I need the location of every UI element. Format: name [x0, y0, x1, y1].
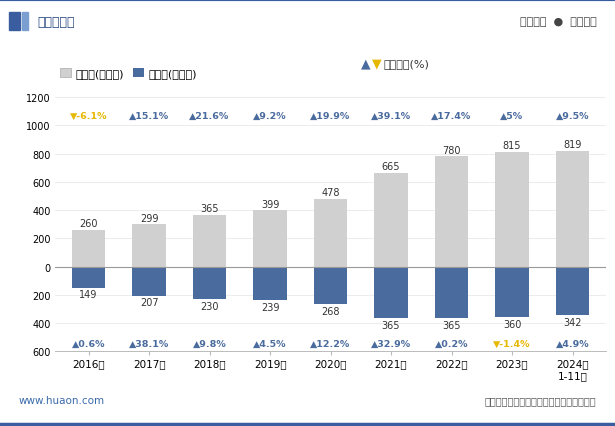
Text: 365: 365	[442, 320, 461, 330]
Text: 478: 478	[321, 188, 340, 198]
Legend: 出口额(亿美元), 进口额(亿美元): 出口额(亿美元), 进口额(亿美元)	[55, 64, 201, 83]
Bar	[72, 267, 105, 288]
Text: 299: 299	[140, 213, 158, 223]
Text: ▲0.6%: ▲0.6%	[72, 339, 105, 348]
Text: 239: 239	[261, 302, 279, 312]
Bar	[193, 216, 226, 267]
Text: 华经情报网: 华经情报网	[37, 16, 74, 29]
Bar	[72, 230, 105, 267]
Bar	[253, 267, 287, 301]
Text: 342: 342	[563, 317, 582, 327]
Text: ▲9.8%: ▲9.8%	[192, 339, 226, 348]
Text: ▲19.9%: ▲19.9%	[311, 112, 351, 121]
Text: 149: 149	[79, 290, 98, 299]
Text: 207: 207	[140, 298, 159, 308]
Text: 数据来源：中国海关，华经产业研究院整理: 数据来源：中国海关，华经产业研究院整理	[485, 395, 597, 406]
Text: ▲: ▲	[361, 57, 370, 70]
Bar	[375, 267, 408, 318]
Bar	[435, 157, 468, 267]
Bar	[314, 200, 347, 267]
Text: www.huaon.com: www.huaon.com	[18, 395, 105, 406]
Bar	[435, 267, 468, 318]
Text: 260: 260	[79, 219, 98, 229]
Text: ▲17.4%: ▲17.4%	[431, 112, 472, 121]
Text: ▼-1.4%: ▼-1.4%	[493, 339, 531, 348]
Text: 360: 360	[503, 320, 521, 329]
Text: 819: 819	[563, 140, 582, 150]
Text: ▲32.9%: ▲32.9%	[371, 339, 411, 348]
Text: ▲5%: ▲5%	[501, 112, 523, 121]
Text: ▲15.1%: ▲15.1%	[129, 112, 169, 121]
Text: ▲21.6%: ▲21.6%	[189, 112, 230, 121]
Bar	[22, 14, 28, 32]
Bar	[9, 14, 20, 32]
Text: 230: 230	[200, 301, 219, 311]
Bar	[253, 211, 287, 267]
Bar	[375, 173, 408, 267]
Text: 365: 365	[200, 204, 219, 214]
Bar	[193, 267, 226, 299]
Text: 815: 815	[503, 141, 522, 150]
Text: 268: 268	[321, 306, 340, 317]
Bar	[314, 267, 347, 305]
Text: ▲38.1%: ▲38.1%	[129, 339, 169, 348]
Text: 399: 399	[261, 199, 279, 209]
Bar	[496, 267, 529, 318]
Text: ▲9.2%: ▲9.2%	[253, 112, 287, 121]
Text: ▲0.2%: ▲0.2%	[435, 339, 468, 348]
Text: 365: 365	[382, 320, 400, 330]
Bar	[132, 225, 165, 267]
Text: 665: 665	[382, 161, 400, 172]
Bar	[556, 267, 589, 315]
Text: 同比增长(%): 同比增长(%)	[383, 59, 429, 69]
Bar	[496, 152, 529, 267]
Text: ▲39.1%: ▲39.1%	[371, 112, 411, 121]
Text: ▲4.9%: ▲4.9%	[556, 339, 589, 348]
Text: ▲4.5%: ▲4.5%	[253, 339, 287, 348]
Text: ▼: ▼	[372, 57, 381, 70]
Text: ▼-6.1%: ▼-6.1%	[70, 112, 108, 121]
Text: 2016-2024年11月安徽省(境内目的地/货源地)进、出口额: 2016-2024年11月安徽省(境内目的地/货源地)进、出口额	[165, 60, 450, 75]
Text: 专业严谨  ●  客观科学: 专业严谨 ● 客观科学	[520, 17, 597, 27]
Text: ▲9.5%: ▲9.5%	[556, 112, 589, 121]
Bar	[132, 267, 165, 296]
Text: 780: 780	[442, 145, 461, 155]
Bar	[556, 152, 589, 267]
Text: ▲12.2%: ▲12.2%	[311, 339, 351, 348]
